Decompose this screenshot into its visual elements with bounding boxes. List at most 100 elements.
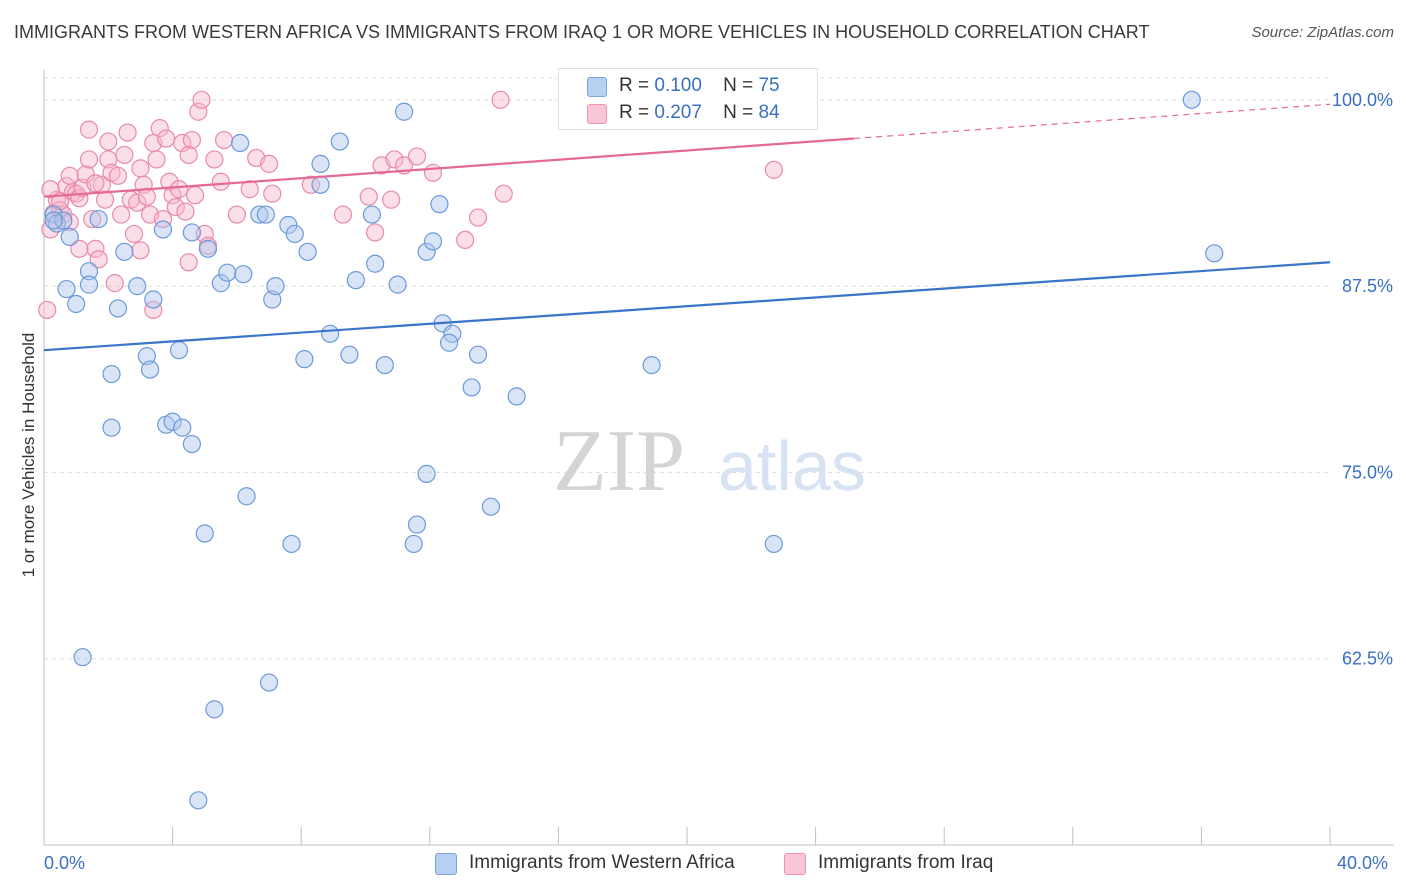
y-tick-label: 87.5%: [1342, 276, 1393, 296]
data-point-western-africa: [182, 223, 201, 242]
data-point-western-africa: [102, 418, 121, 437]
data-point-western-africa: [89, 209, 108, 229]
data-point-iraq: [108, 166, 128, 185]
data-point-western-africa: [404, 534, 423, 554]
data-point-western-africa: [507, 387, 526, 406]
watermark-atlas: atlas: [718, 427, 866, 505]
data-point-western-africa: [642, 355, 661, 375]
data-point-iraq: [112, 205, 131, 224]
data-point-western-africa: [198, 239, 218, 258]
data-point-iraq: [301, 175, 320, 194]
data-point-western-africa: [423, 232, 443, 251]
data-point-western-africa: [764, 534, 783, 554]
data-point-western-africa: [144, 290, 163, 309]
bottom-legend-label: Immigrants from Iraq: [818, 852, 994, 873]
data-point-iraq: [407, 147, 427, 166]
data-point-western-africa: [231, 133, 250, 153]
data-point-western-africa: [375, 355, 394, 375]
data-point-western-africa: [60, 227, 79, 247]
bottom-legend-swatch-blue: [435, 853, 457, 875]
watermark-zip: ZIP: [553, 413, 685, 510]
data-point-iraq: [86, 174, 105, 193]
axes: [43, 70, 1394, 846]
data-point-iraq: [494, 184, 513, 203]
data-point-western-africa: [211, 274, 230, 293]
data-point-western-africa: [311, 175, 330, 194]
data-point-iraq: [211, 172, 230, 191]
data-point-iraq: [169, 180, 189, 199]
data-point-iraq: [83, 209, 102, 229]
data-point-western-africa: [407, 515, 427, 534]
data-point-iraq: [491, 90, 510, 109]
data-point-western-africa: [439, 333, 459, 352]
data-point-western-africa: [285, 224, 304, 244]
data-point-iraq: [144, 300, 163, 320]
data-point-iraq: [105, 274, 124, 293]
data-point-western-africa: [182, 434, 201, 454]
data-point-iraq: [99, 132, 118, 151]
data-point-western-africa: [462, 378, 481, 397]
x-tick-label-min: 0.0%: [44, 853, 86, 873]
data-point-iraq: [124, 224, 144, 244]
data-point-iraq: [189, 102, 208, 121]
data-point-iraq: [176, 202, 195, 221]
data-point-iraq: [147, 150, 166, 169]
data-point-western-africa: [115, 242, 134, 261]
data-point-western-africa: [468, 345, 488, 364]
data-point-western-africa: [108, 299, 128, 318]
data-point-iraq: [205, 150, 224, 169]
data-point-western-africa: [173, 418, 192, 437]
trend-lines: [43, 103, 1331, 352]
data-point-iraq: [764, 160, 783, 179]
data-point-western-africa: [54, 211, 73, 230]
source-label: Source: ZipAtlas.com: [1251, 24, 1394, 41]
data-point-western-africa: [79, 275, 99, 294]
data-point-iraq: [166, 198, 185, 217]
bottom-legend-label: Immigrants from Western Africa: [469, 852, 735, 873]
data-point-iraq: [95, 190, 115, 209]
data-point-iraq: [115, 145, 134, 165]
data-point-western-africa: [388, 275, 407, 294]
data-point-iraq: [70, 239, 89, 258]
data-point-western-africa: [237, 487, 256, 506]
data-point-iraq: [179, 145, 198, 165]
data-point-western-africa: [362, 205, 382, 224]
data-point-iraq: [263, 184, 282, 203]
trend-line-iraq-extension: [854, 103, 1331, 140]
data-point-western-africa: [163, 412, 182, 431]
data-point-western-africa: [279, 215, 298, 235]
legend-r-label: R =: [619, 75, 650, 96]
trend-line-western-africa: [43, 261, 1331, 352]
legend-n-value: 84: [758, 102, 780, 123]
data-point-western-africa: [366, 254, 385, 273]
y-tick-label: 62.5%: [1342, 649, 1393, 669]
data-point-western-africa: [256, 205, 275, 224]
data-point-iraq: [79, 150, 99, 169]
data-point-western-africa: [250, 205, 269, 224]
data-point-iraq: [259, 154, 279, 173]
data-point-western-africa: [259, 673, 279, 692]
data-point-western-africa: [340, 345, 359, 364]
y-tick-label: 100.0%: [1332, 90, 1393, 110]
data-point-western-africa: [295, 350, 314, 369]
bottom-legend-swatch-pink: [784, 853, 806, 875]
data-point-western-africa: [417, 464, 436, 483]
data-point-iraq: [60, 166, 79, 185]
data-point-western-africa: [330, 132, 349, 151]
data-point-iraq: [333, 205, 353, 224]
data-point-iraq: [131, 159, 150, 178]
data-point-western-africa: [128, 277, 147, 296]
grid-lines: [44, 77, 1330, 660]
data-point-iraq: [79, 120, 99, 139]
legend-n-label: N =: [723, 75, 754, 96]
data-point-western-africa: [266, 277, 285, 296]
data-point-iraq: [423, 163, 443, 182]
data-point-western-africa: [430, 195, 449, 214]
data-point-western-africa: [189, 791, 208, 810]
data-point-western-africa: [263, 290, 282, 309]
data-point-western-africa: [67, 294, 86, 314]
y-tick-label: 75.0%: [1342, 462, 1393, 482]
data-point-iraq: [214, 130, 234, 150]
data-point-iraq: [86, 239, 105, 258]
